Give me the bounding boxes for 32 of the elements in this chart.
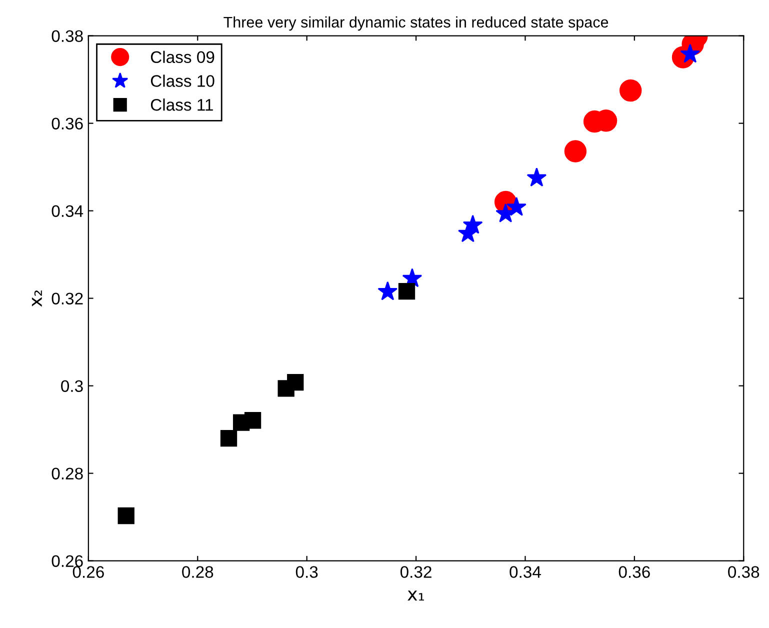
point — [220, 430, 238, 447]
point — [244, 412, 262, 429]
point — [378, 281, 398, 300]
point — [462, 214, 483, 234]
y-tick-label: 0.38 — [52, 30, 83, 42]
x-tick-label: 0.32 — [400, 566, 432, 578]
x-tick-label: 0.36 — [618, 566, 650, 578]
point — [680, 44, 700, 63]
x-tick-label: 0.28 — [182, 566, 214, 578]
y-axis-title: x₂ — [32, 290, 42, 307]
legend-label: Class 10 — [150, 74, 214, 87]
point — [287, 374, 304, 391]
chart-title: Three very similar dynamic states in reduced state space — [224, 16, 608, 31]
legend-label: Class 11 — [150, 98, 213, 111]
x-tick-label: 0.26 — [72, 566, 104, 578]
y-tick-label: 0.34 — [52, 205, 84, 217]
x-axis-title: x₁ — [408, 590, 424, 601]
point — [619, 79, 642, 102]
y-tick-label: 0.28 — [52, 468, 83, 480]
x-tick-label: 0.38 — [728, 566, 760, 578]
point — [398, 282, 416, 300]
point — [526, 168, 547, 187]
y-tick-label: 0.36 — [52, 118, 83, 130]
legend-label: Class 09 — [150, 50, 214, 64]
point — [118, 507, 134, 524]
x-tick-label: 0.34 — [510, 566, 541, 578]
y-tick-label: 0.3 — [61, 380, 83, 392]
y-tick-label: 0.32 — [52, 292, 83, 305]
y-tick-label: 0.26 — [52, 555, 83, 568]
point — [506, 196, 526, 216]
x-tick-label: 0.3 — [296, 566, 318, 578]
point — [564, 140, 587, 162]
